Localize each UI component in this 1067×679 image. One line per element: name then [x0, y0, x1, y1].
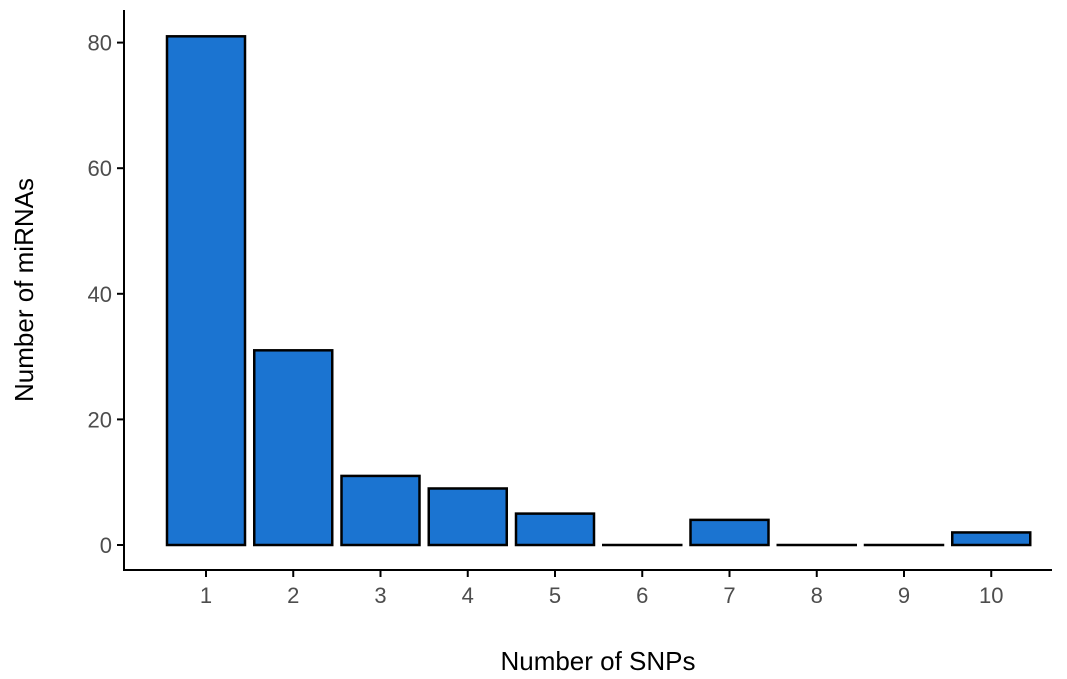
x-tick-label-9: 9: [898, 583, 910, 608]
x-tick-label-2: 2: [287, 583, 299, 608]
x-axis-title: Number of SNPs: [500, 646, 695, 676]
y-tick-label-80: 80: [88, 31, 112, 56]
x-tick-label-1: 1: [200, 583, 212, 608]
bar-1: [165, 35, 247, 547]
bar-7: [689, 518, 770, 547]
bar-5: [514, 512, 596, 547]
x-tick-label-3: 3: [374, 583, 386, 608]
y-tick-label-0: 0: [100, 533, 112, 558]
bar-3: [340, 474, 421, 547]
bar-4: [427, 487, 508, 547]
bar-10: [951, 531, 1032, 547]
y-ticks: 0 20 40 60 80: [88, 31, 124, 558]
x-tick-label-5: 5: [549, 583, 561, 608]
y-tick-label-20: 20: [88, 407, 112, 432]
y-axis-title: Number of miRNAs: [9, 178, 39, 402]
x-ticks: 1 2 3 4 5 6 7 8 9 10: [200, 570, 1003, 608]
axes-layer: [123, 10, 1052, 571]
x-tick-label-4: 4: [462, 583, 474, 608]
x-tick-label-6: 6: [636, 583, 648, 608]
x-tick-label-10: 10: [979, 583, 1003, 608]
x-tick-label-7: 7: [723, 583, 735, 608]
bars-layer: [165, 35, 1032, 547]
x-tick-label-8: 8: [811, 583, 823, 608]
bar-2: [253, 349, 334, 547]
y-tick-label-60: 60: [88, 156, 112, 181]
y-tick-label-40: 40: [88, 282, 112, 307]
